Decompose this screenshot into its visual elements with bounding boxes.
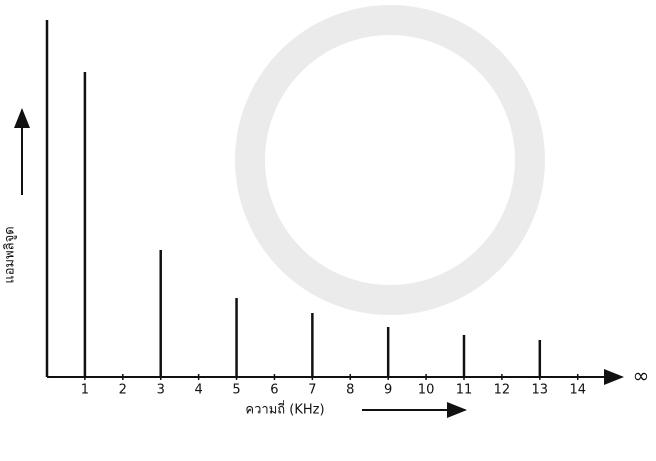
x-tick-label: 8 (346, 383, 354, 398)
x-tick-label: 12 (494, 383, 511, 398)
x-tick-label: 11 (456, 383, 473, 398)
x-tick-label: 1 (81, 383, 89, 398)
x-tick-label: 10 (418, 383, 435, 398)
x-tick-label: 5 (232, 383, 240, 398)
watermark (250, 20, 530, 300)
x-tick-label: 6 (270, 383, 278, 398)
x-axis-label: ความถี่ (KHz) (245, 401, 324, 418)
x-tick-label: 4 (194, 383, 202, 398)
chart: แอมพลิจูด ความถี่ (KHz) ∞123456789101112… (0, 0, 656, 461)
x-tick-label: 14 (569, 383, 586, 398)
x-tick-label: 3 (157, 383, 165, 398)
y-axis-label: แอมพลิจูด (3, 226, 18, 283)
x-end-label: ∞ (633, 364, 650, 388)
x-tick-label: 2 (119, 383, 127, 398)
page: แอมพลิจูด ความถี่ (KHz) ∞123456789101112… (0, 0, 656, 461)
x-tick-label: 13 (532, 383, 549, 398)
x-tick-label: 7 (308, 383, 316, 398)
x-tick-label: 9 (384, 383, 392, 398)
